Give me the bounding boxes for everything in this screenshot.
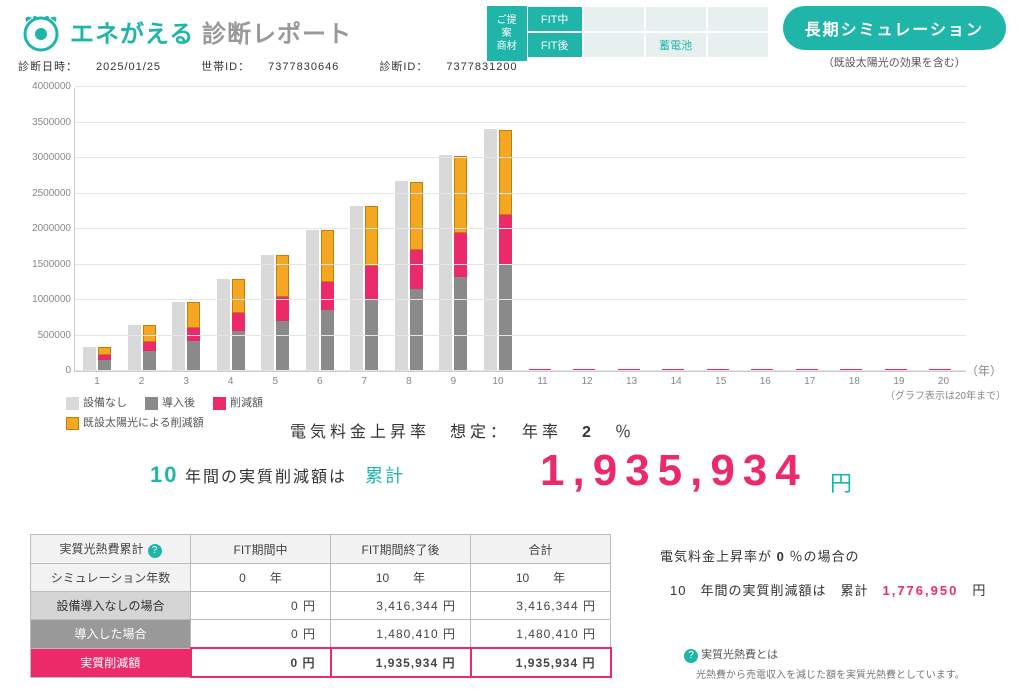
result-amount: 1,935,934 <box>540 446 808 496</box>
matrix-cell-battery: 蓄電池 <box>645 32 707 58</box>
legend: 設備なし 導入後 削減額 <box>66 394 1024 410</box>
matrix-row-fit-during: FIT中 <box>527 6 583 32</box>
matrix-row-fit-after: FIT後 <box>527 32 583 58</box>
x-axis-unit: （年） <box>966 362 1002 379</box>
simulation-subtitle: （既設太陽光の効果を含む） <box>783 54 1006 70</box>
help-icon[interactable]: ? <box>148 544 162 558</box>
summary-table: 実質光熱費累計?FIT期間中FIT期間終了後合計 シミュレーション年数0 年10… <box>30 534 612 678</box>
brand-logo-icon <box>18 8 64 54</box>
help-icon[interactable]: ? <box>684 649 698 663</box>
rate-assumption: 電気料金上昇率 想定： 年率 2 ％ <box>290 418 635 442</box>
chart-note: （グラフ表示は20年まで） <box>885 387 1006 402</box>
alt-rate-line1: 電気料金上昇率が 0 ％の場合の <box>660 546 860 565</box>
simulation-button[interactable]: 長期シミュレーション <box>783 6 1006 50</box>
result-summary: 10 年間の実質削減額は 累計 <box>150 462 405 488</box>
proposal-matrix: ご提案商材 FIT中 FIT後 蓄電池 <box>487 6 769 61</box>
bar-chart: 1234567891011121314151617181920 （年） 0500… <box>74 88 966 372</box>
brand-title: エネがえる 診断レポート <box>70 14 352 49</box>
alt-rate-line2: 10 年間の実質削減額は 累計 1,776,950 円 <box>670 580 986 599</box>
